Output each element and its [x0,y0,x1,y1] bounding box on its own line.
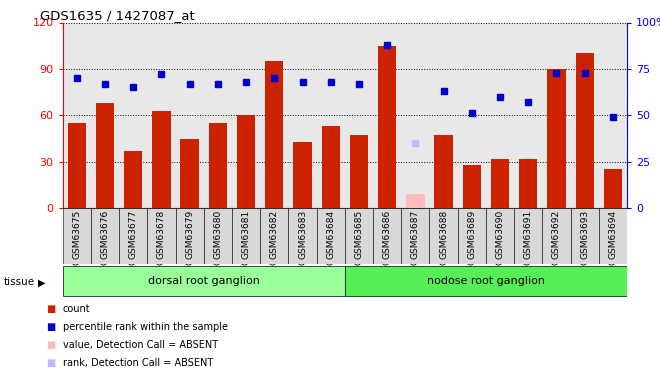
Bar [570,208,599,264]
Text: value, Detection Call = ABSENT: value, Detection Call = ABSENT [63,340,218,350]
Bar [152,111,171,208]
Text: GSM63694: GSM63694 [609,210,617,259]
Text: GSM63684: GSM63684 [326,210,335,259]
Text: GSM63689: GSM63689 [467,210,477,259]
Text: ■: ■ [46,322,55,332]
Text: GSM63678: GSM63678 [157,210,166,259]
Text: percentile rank within the sample: percentile rank within the sample [63,322,228,332]
Text: GSM63685: GSM63685 [354,210,364,259]
Bar [232,208,260,264]
Text: GSM63677: GSM63677 [129,210,138,259]
Bar [209,123,227,208]
Bar [458,208,486,264]
Bar [119,208,147,264]
Text: nodose root ganglion: nodose root ganglion [427,276,545,286]
Bar [491,159,510,208]
Text: dorsal root ganglion: dorsal root ganglion [148,276,260,286]
Bar [514,208,543,264]
Text: GSM63681: GSM63681 [242,210,251,259]
Bar [547,69,566,208]
Text: GSM63687: GSM63687 [411,210,420,259]
Text: GSM63688: GSM63688 [439,210,448,259]
Bar [204,208,232,264]
Text: count: count [63,304,90,314]
Bar [63,266,345,296]
Text: GSM63692: GSM63692 [552,210,561,259]
Text: GSM63675: GSM63675 [73,210,81,259]
Bar [463,165,481,208]
Text: GSM63680: GSM63680 [213,210,222,259]
Text: ■: ■ [46,304,55,314]
Text: GSM63691: GSM63691 [524,210,533,259]
Bar [147,208,176,264]
Bar [317,208,345,264]
Text: GSM63683: GSM63683 [298,210,307,259]
Text: rank, Detection Call = ABSENT: rank, Detection Call = ABSENT [63,358,213,368]
Text: GDS1635 / 1427087_at: GDS1635 / 1427087_at [40,9,194,22]
Bar [345,266,627,296]
Bar [265,61,284,208]
Text: ▶: ▶ [38,278,46,287]
Text: ■: ■ [46,358,55,368]
Bar [378,46,397,208]
Bar [486,208,514,264]
Bar [96,103,114,208]
Bar [321,126,340,208]
Bar [434,135,453,208]
Bar [288,208,317,264]
Text: GSM63693: GSM63693 [580,210,589,259]
Text: ■: ■ [46,340,55,350]
Bar [176,208,204,264]
Bar [180,138,199,208]
Bar [91,208,119,264]
Bar [599,208,627,264]
Bar [604,170,622,208]
Text: GSM63679: GSM63679 [185,210,194,259]
Bar [576,54,594,208]
Bar [430,208,458,264]
Text: GSM63686: GSM63686 [383,210,391,259]
Bar [406,194,424,208]
Bar [237,116,255,208]
Bar [124,151,143,208]
Bar [345,208,373,264]
Bar [260,208,288,264]
Bar [519,159,537,208]
Bar [373,208,401,264]
Text: tissue: tissue [3,278,34,287]
Bar [293,142,312,208]
Text: GSM63682: GSM63682 [270,210,279,259]
Text: GSM63690: GSM63690 [496,210,504,259]
Bar [63,208,91,264]
Bar [401,208,430,264]
Bar [543,208,570,264]
Bar [67,123,86,208]
Bar [350,135,368,208]
Text: GSM63676: GSM63676 [100,210,110,259]
